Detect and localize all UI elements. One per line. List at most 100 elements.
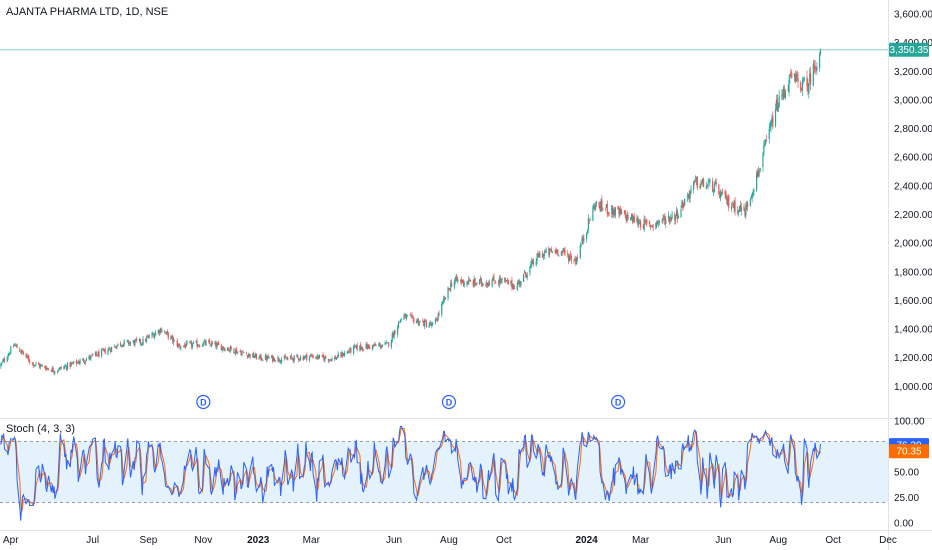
candle-body xyxy=(155,332,157,336)
candle-body xyxy=(542,254,545,257)
candle-body xyxy=(721,191,724,193)
stoch-title: Stoch (4, 3, 3) xyxy=(6,423,76,435)
candle-body xyxy=(768,128,770,139)
candle-body xyxy=(119,343,122,346)
stoch-tick-label: 100.00 xyxy=(894,417,925,428)
candle-body xyxy=(583,238,585,241)
candle-body xyxy=(365,344,367,349)
candle-body xyxy=(486,283,488,287)
candle-body xyxy=(65,365,67,367)
candle-body xyxy=(340,353,342,357)
candle-body xyxy=(369,346,371,349)
candle-body xyxy=(694,179,697,181)
candle-body xyxy=(809,73,811,82)
candle-body xyxy=(279,359,281,362)
time-tick-label: 2024 xyxy=(575,535,598,546)
candle-body xyxy=(123,340,125,345)
candle-body xyxy=(211,342,213,344)
candle-body xyxy=(643,218,645,230)
candle-body xyxy=(476,282,478,285)
candle-body xyxy=(594,204,597,210)
candle-body xyxy=(26,355,28,357)
candle-body xyxy=(151,333,153,337)
candle-body xyxy=(599,205,601,211)
candle-body xyxy=(328,359,330,361)
candle-body xyxy=(561,251,563,253)
candle-body xyxy=(253,352,255,358)
candle-body xyxy=(97,352,99,357)
stoch-band xyxy=(0,441,888,503)
candle-body xyxy=(705,186,707,189)
candle-body xyxy=(292,358,294,362)
candle-body xyxy=(329,359,331,360)
candle-body xyxy=(819,54,821,69)
candle-body xyxy=(582,237,584,242)
candle-body xyxy=(335,357,338,360)
candle-body xyxy=(134,340,136,345)
candle-body xyxy=(454,279,456,282)
candle-body xyxy=(513,284,515,290)
candle-body xyxy=(334,357,336,360)
candle-body xyxy=(318,354,320,359)
candle-body xyxy=(379,344,381,345)
candle-body xyxy=(272,355,274,362)
candle-body xyxy=(784,91,787,99)
candle-body xyxy=(90,355,92,359)
candle-body xyxy=(789,74,791,79)
price-tick-label: 3,000.00 xyxy=(894,95,932,106)
candle-body xyxy=(751,194,753,198)
candle-body xyxy=(607,213,609,214)
candle-body xyxy=(390,339,392,348)
last-price-tag-text: 3,350.35 xyxy=(890,45,929,56)
time-tick-label: Aug xyxy=(440,535,458,546)
time-tick-label: Sep xyxy=(140,535,158,546)
candle-body xyxy=(272,357,275,361)
candle-body xyxy=(227,348,229,351)
candle-body xyxy=(221,346,223,351)
candle-body xyxy=(557,250,559,255)
candle-body xyxy=(447,287,449,299)
candle-body xyxy=(197,345,199,347)
candle-body xyxy=(558,254,560,256)
candle-body xyxy=(594,206,596,210)
candle-body xyxy=(273,358,276,362)
candle-body xyxy=(788,79,790,93)
candle-body xyxy=(791,73,793,78)
candle-body xyxy=(243,352,245,354)
candle-body xyxy=(13,344,15,346)
candle-body xyxy=(777,105,779,112)
candle-body xyxy=(715,181,717,185)
candle-body xyxy=(756,172,758,191)
candle-body xyxy=(727,197,729,205)
candle-body xyxy=(96,355,98,357)
candle-body xyxy=(374,344,376,346)
candle-body xyxy=(638,223,640,225)
candle-body xyxy=(645,220,647,222)
stoch-tick-label: 0.00 xyxy=(894,519,914,530)
candle-body xyxy=(764,142,766,147)
candle-body xyxy=(264,355,267,360)
candle-body xyxy=(216,343,218,348)
candle-body xyxy=(642,225,644,229)
candle-body xyxy=(549,248,551,254)
candle-body xyxy=(29,360,31,363)
candle-body xyxy=(355,344,357,348)
candle-body xyxy=(668,217,670,223)
candle-body xyxy=(277,357,279,362)
candle-body xyxy=(801,79,804,90)
candle-body xyxy=(60,367,62,369)
candle-body xyxy=(814,66,816,69)
candle-body xyxy=(563,249,565,252)
candle-body xyxy=(254,357,256,358)
candle-body xyxy=(381,345,383,348)
candle-body xyxy=(744,210,746,217)
candle-body xyxy=(765,140,767,144)
candle-body xyxy=(170,336,172,340)
candle-body xyxy=(224,348,226,351)
candle-body xyxy=(34,364,36,366)
candle-body xyxy=(422,320,424,322)
candle-body xyxy=(532,260,535,265)
candle-body xyxy=(819,50,822,54)
candle-body xyxy=(802,79,805,81)
